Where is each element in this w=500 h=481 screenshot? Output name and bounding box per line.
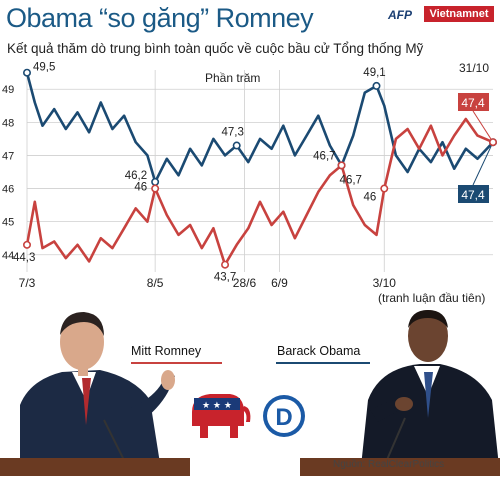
y-axis-label: Phần trăm: [205, 71, 260, 85]
obama-value-label: 49,1: [363, 67, 385, 79]
obama-value-label: 46,2: [125, 170, 147, 182]
romney-series-line: [25, 117, 494, 266]
democrat-d-icon: D: [263, 395, 305, 437]
obama-value-label: 47,3: [222, 127, 244, 139]
obama-end-value-label: 47,4: [461, 188, 485, 202]
romney-value-label: 46: [134, 182, 147, 194]
romney-data-marker: [488, 138, 497, 147]
y-tick-label: 48: [2, 117, 14, 129]
page-title: Obama “so găng” Romney: [6, 3, 314, 33]
chart-annotations: 49,546,247,346,749,147,444,34643,746,746…: [13, 62, 497, 284]
end-date-label: 31/10: [459, 61, 489, 75]
obama-data-marker: [232, 141, 241, 150]
x-tick-label: 6/9: [271, 276, 288, 290]
x-tick-label: 7/3: [19, 276, 36, 290]
romney-value-label: 46: [363, 192, 376, 204]
romney-data-marker: [22, 240, 31, 249]
afp-logo: AFP: [388, 8, 412, 22]
svg-text:★ ★ ★: ★ ★ ★: [202, 401, 232, 411]
obama-end-badge: [458, 185, 489, 203]
x-tick-label: 28/6: [233, 276, 257, 290]
chart-grid: [26, 70, 493, 272]
source-note: Nguồn: RealClearPolitics: [333, 459, 445, 470]
obama-data-marker: [22, 68, 31, 77]
romney-value-label: 46,7: [340, 174, 362, 186]
obama-label: Barack Obama: [277, 344, 361, 358]
romney-value-label: 44,3: [13, 252, 35, 264]
obama-series-line: [25, 72, 494, 184]
obama-figure: [300, 310, 500, 477]
candidates-illustration: ★ ★ ★ D Mitt Romney Barack Obama: [0, 300, 500, 477]
romney-end-value-label: 47,4: [461, 96, 485, 110]
obama-data-marker: [151, 177, 160, 186]
candidate-figures: ★ ★ ★ D: [0, 310, 500, 477]
romney-end-badge: [458, 93, 489, 111]
romney-data-marker: [380, 184, 389, 193]
romney-data-marker: [221, 260, 230, 269]
obama-value-label: 46,7: [313, 150, 335, 162]
x-tick-label: 8/5: [147, 276, 164, 290]
obama-value-label: 49,5: [33, 62, 55, 74]
y-tick-label: 45: [2, 217, 14, 229]
romney-value-label: 43,7: [214, 272, 236, 284]
y-tick-label: 46: [2, 184, 14, 196]
page-subtitle: Kết quả thăm dò trung bình toàn quốc về …: [7, 41, 424, 56]
chart-series: [25, 72, 494, 266]
romney-figure: [0, 312, 190, 477]
obama-data-marker: [372, 81, 381, 90]
badge-leader-line: [472, 141, 494, 186]
romney-data-marker: [151, 184, 160, 193]
x-tick-label: 3/10: [373, 276, 397, 290]
svg-text:D: D: [275, 404, 292, 431]
republican-elephant-icon: ★ ★ ★: [192, 394, 251, 438]
poll-line-chart: 44 45 46 47 48 49 7/3 8/5 28/6 6/9 3/10 31/10 Phần t…: [2, 61, 497, 305]
romney-data-marker: [337, 161, 346, 170]
romney-label: Mitt Romney: [131, 344, 202, 358]
event-label: (tranh luận đầu tiên): [378, 291, 485, 305]
y-tick-label: 49: [2, 84, 14, 96]
y-tick-label: 44: [2, 250, 14, 262]
vietnamnet-logo: Vietnamnet: [424, 6, 494, 22]
chart-axes: 44 45 46 47 48 49 7/3 8/5 28/6 6/9 3/10 31/10 Phần t…: [2, 61, 489, 305]
badge-leader-line: [472, 110, 494, 143]
y-tick-label: 47: [2, 150, 14, 162]
